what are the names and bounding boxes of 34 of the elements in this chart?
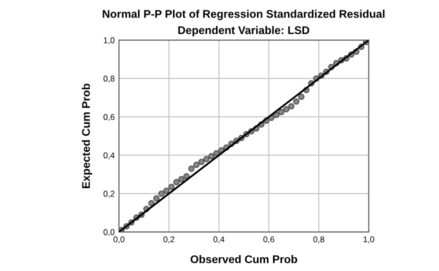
y-tick-label: 0,0 (104, 229, 114, 236)
y-axis-title: Expected Cum Prob (82, 84, 92, 188)
point (173, 178, 180, 186)
point (288, 103, 294, 110)
x-tick-label: 0,4 (213, 236, 224, 244)
point (183, 173, 190, 180)
y-tick-label: 0,4 (104, 152, 115, 160)
point (158, 190, 165, 197)
x-tick-label: 0,6 (263, 236, 274, 244)
point (283, 106, 290, 112)
point (153, 195, 160, 202)
y-tick-label: 0,2 (104, 190, 114, 198)
x-tick-label: 0,0 (114, 236, 124, 244)
point (278, 108, 284, 116)
x-axis-title: Observed Cum Prob (190, 255, 298, 264)
x-tick-label: 1,0 (364, 236, 374, 244)
x-tick-label: 0,8 (313, 236, 324, 244)
point (298, 94, 304, 100)
y-tick-label: 0,6 (104, 114, 114, 121)
y-tick-label: 0,8 (104, 76, 114, 83)
point (188, 166, 195, 172)
chart-subtitle: Dependent Variable: LSD (178, 26, 310, 36)
point (148, 200, 155, 206)
chart-title: Normal P-P Plot of Regression Standardized Residual (102, 10, 384, 20)
point (198, 158, 205, 166)
point (178, 176, 185, 182)
point (203, 156, 210, 162)
point (193, 162, 200, 168)
point (168, 184, 175, 190)
point (293, 98, 300, 105)
point (208, 153, 215, 160)
x-tick-label: 0,2 (163, 236, 174, 244)
y-tick-label: 1,0 (104, 37, 114, 44)
point (163, 188, 170, 194)
